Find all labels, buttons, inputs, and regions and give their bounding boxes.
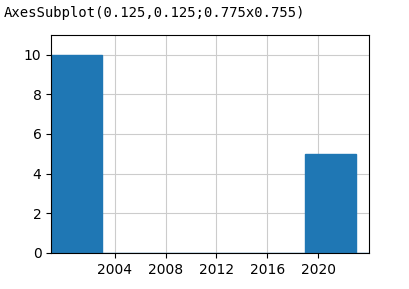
Bar — [305, 154, 355, 253]
Text: AxesSubplot(0.125,0.125;0.775x0.755): AxesSubplot(0.125,0.125;0.775x0.755) — [4, 6, 305, 20]
Bar — [51, 55, 102, 253]
